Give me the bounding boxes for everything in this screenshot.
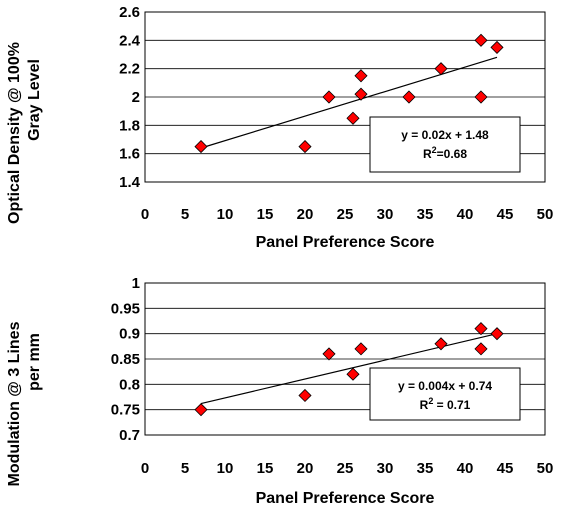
chart-2: 0.7 0.75 0.8 0.85 0.9 0.95 1 0 5 10 15 20 25 30 35 40 4… — [6, 275, 553, 507]
chart-2-r2-letter: R — [420, 398, 429, 412]
chart-2-y-axis-label-line-2: per mm — [26, 333, 43, 391]
chart-2-y-tick-label: 0.8 — [119, 376, 140, 393]
chart-2-x-tick-label: 45 — [497, 460, 514, 477]
chart-1-points — [194, 33, 504, 154]
chart-1-data-point — [402, 90, 416, 104]
chart-1-x-tick-label: 35 — [417, 206, 434, 223]
chart-1-x-tick-label: 45 — [497, 206, 514, 223]
chart-2-points — [194, 322, 504, 417]
chart-2-x-tick-label: 10 — [217, 460, 234, 477]
chart-1-r2-value: =0.68 — [437, 147, 468, 161]
chart-1-y-tick-label: 1.8 — [119, 117, 140, 134]
chart-1-y-tick-label: 1.4 — [119, 174, 141, 191]
chart-1-x-tick-labels: 0 5 10 15 20 25 30 35 40 45 50 — [141, 206, 554, 223]
chart-2-data-point — [474, 342, 488, 356]
chart-1-y-tick-label: 2 — [132, 89, 140, 106]
chart-2-x-tick-label: 15 — [257, 460, 274, 477]
chart-2-y-tick-label: 0.85 — [111, 351, 140, 368]
chart-1-data-point — [474, 33, 488, 47]
chart-2-r-squared: R2 = 0.71 — [420, 396, 471, 412]
chart-2-equation-frame — [369, 367, 521, 421]
chart-2-data-point — [322, 347, 336, 361]
chart-2-data-point — [346, 367, 360, 381]
chart-1-y-tick-label: 2.6 — [119, 4, 140, 21]
chart-1-y-tick-label: 1.6 — [119, 146, 140, 163]
chart-1-data-point — [346, 111, 360, 125]
chart-2-x-tick-label: 20 — [297, 460, 314, 477]
chart-2-data-point — [490, 327, 504, 341]
chart-1-data-point — [490, 40, 504, 54]
chart-2-data-point — [194, 403, 208, 417]
chart-1-x-tick-label: 10 — [217, 206, 234, 223]
chart-2-data-point — [434, 337, 448, 351]
chart-2-trendline — [200, 333, 498, 405]
chart-2-x-tick-label: 50 — [537, 460, 554, 477]
chart-1-x-tick-label: 0 — [141, 206, 149, 223]
chart-2-r2-value: = 0.71 — [433, 398, 470, 412]
chart-1-r-squared: R2=0.68 — [423, 145, 467, 161]
chart-1-x-tick-label: 50 — [537, 206, 554, 223]
chart-1-r2-letter: R — [423, 147, 432, 161]
chart-1-y-axis-label-line-2: Gray Level — [26, 59, 43, 141]
chart-1-data-point — [354, 69, 368, 83]
chart-1-trendline — [200, 56, 498, 149]
chart-1-y-tick-label: 2.2 — [119, 61, 140, 78]
chart-2-data-point — [354, 342, 368, 356]
chart-2-x-tick-labels: 0 5 10 15 20 25 30 35 40 45 50 — [141, 460, 554, 477]
chart-1-data-point — [298, 140, 312, 154]
chart-2-x-tick-label: 30 — [377, 460, 394, 477]
chart-1-x-tick-label: 5 — [181, 206, 189, 223]
chart-2-x-tick-label: 35 — [417, 460, 434, 477]
chart-1-data-point — [434, 62, 448, 76]
chart-2-x-tick-label: 0 — [141, 460, 149, 477]
chart-1-data-point — [354, 87, 368, 101]
chart-2-x-tick-label: 40 — [457, 460, 474, 477]
chart-1-y-tick-label: 2.4 — [119, 32, 141, 49]
chart-2-data-point — [474, 322, 488, 336]
chart-2-y-tick-label: 0.95 — [111, 300, 140, 317]
chart-2-y-tick-label: 0.75 — [111, 402, 140, 419]
chart-1-y-tick-labels: 1.4 1.6 1.8 2 2.2 2.4 2.6 — [119, 4, 141, 191]
chart-1-data-point — [474, 90, 488, 104]
chart-1-equation-frame — [369, 116, 521, 173]
chart-1-x-tick-label: 15 — [257, 206, 274, 223]
chart-2-x-axis-label: Panel Preference Score — [256, 490, 435, 507]
chart-2-y-axis-label-line-1: Modulation @ 3 Lines — [6, 321, 23, 486]
chart-1-equation-box: y = 0.02x + 1.48 R2=0.68 — [369, 116, 521, 173]
chart-1-r2-superscript: 2 — [432, 145, 437, 155]
chart-2-data-point — [298, 388, 312, 403]
chart-1: 1.4 1.6 1.8 2 2.2 2.4 2.6 0 5 10 15 20 25 30 35 40 45 50… — [6, 4, 553, 251]
chart-1-x-tick-label: 20 — [297, 206, 314, 223]
chart-1-data-point — [194, 140, 208, 154]
chart-1-x-tick-label: 30 — [377, 206, 394, 223]
chart-2-y-tick-labels: 0.7 0.75 0.8 0.85 0.9 0.95 1 — [111, 275, 140, 444]
chart-2-y-tick-label: 0.9 — [119, 326, 140, 343]
chart-2-y-tick-label: 0.7 — [119, 427, 140, 444]
chart-1-data-point — [322, 90, 336, 104]
chart-1-x-tick-label: 25 — [337, 206, 354, 223]
chart-2-x-tick-label: 5 — [181, 460, 189, 477]
chart-2-y-tick-label: 1 — [132, 275, 140, 292]
chart-1-y-axis-label-line-1: Optical Density @ 100% — [6, 42, 23, 224]
chart-2-x-tick-label: 25 — [337, 460, 354, 477]
chart-2-r2-superscript: 2 — [428, 396, 433, 406]
chart-1-x-tick-label: 40 — [457, 206, 474, 223]
chart-2-equation: y = 0.004x + 0.74 — [398, 379, 492, 393]
chart-2-equation-box: y = 0.004x + 0.74 R2 = 0.71 — [369, 367, 521, 421]
chart-1-x-axis-label: Panel Preference Score — [256, 234, 435, 251]
chart-1-equation: y = 0.02x + 1.48 — [401, 128, 489, 142]
